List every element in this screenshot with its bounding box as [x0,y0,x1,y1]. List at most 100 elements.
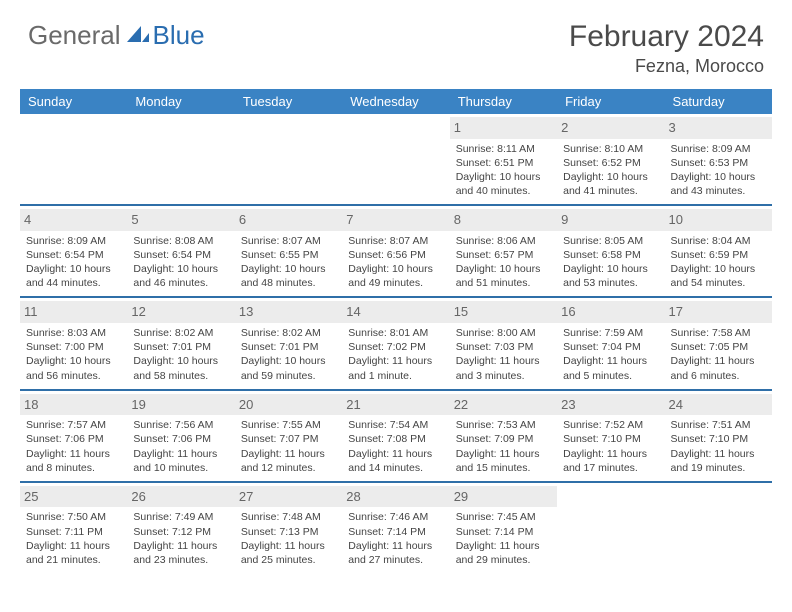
daylight-text: Daylight: 10 hours and 59 minutes. [241,354,336,382]
sunrise-text: Sunrise: 7:56 AM [133,418,228,432]
day-number: 13 [235,301,342,323]
daylight-text: Daylight: 10 hours and 54 minutes. [671,262,766,290]
sunrise-text: Sunrise: 8:07 AM [348,234,443,248]
daylight-text: Daylight: 11 hours and 15 minutes. [456,447,551,475]
sunset-text: Sunset: 7:11 PM [26,525,121,539]
daylight-text: Daylight: 10 hours and 58 minutes. [133,354,228,382]
day-cell: 16Sunrise: 7:59 AMSunset: 7:04 PMDayligh… [557,298,664,389]
day-cell: 25Sunrise: 7:50 AMSunset: 7:11 PMDayligh… [20,483,127,573]
sunrise-text: Sunrise: 8:01 AM [348,326,443,340]
sunrise-text: Sunrise: 8:02 AM [133,326,228,340]
sunset-text: Sunset: 7:13 PM [241,525,336,539]
daylight-text: Daylight: 11 hours and 6 minutes. [671,354,766,382]
day-number: 28 [342,486,449,508]
daylight-text: Daylight: 11 hours and 29 minutes. [456,539,551,567]
sunrise-text: Sunrise: 7:46 AM [348,510,443,524]
day-number: 9 [557,209,664,231]
day-cell: 9Sunrise: 8:05 AMSunset: 6:58 PMDaylight… [557,206,664,297]
daylight-text: Daylight: 10 hours and 44 minutes. [26,262,121,290]
sunset-text: Sunset: 7:07 PM [241,432,336,446]
sunset-text: Sunset: 7:03 PM [456,340,551,354]
day-cell: 19Sunrise: 7:56 AMSunset: 7:06 PMDayligh… [127,391,234,482]
sunset-text: Sunset: 7:14 PM [456,525,551,539]
sunrise-text: Sunrise: 8:05 AM [563,234,658,248]
week-row: 18Sunrise: 7:57 AMSunset: 7:06 PMDayligh… [20,391,772,482]
day-number: 12 [127,301,234,323]
day-cell: 12 Sunrise: 8:02 AMSunset: 7:01 PMDayligh… [127,298,234,389]
day-cell: 8Sunrise: 8:06 AMSunset: 6:57 PMDaylight… [450,206,557,297]
sunrise-text: Sunrise: 8:00 AM [456,326,551,340]
sunset-text: Sunset: 7:06 PM [133,432,228,446]
day-number: 2 [557,117,664,139]
daylight-text: Daylight: 10 hours and 46 minutes. [133,262,228,290]
weekday-header: Saturday [665,89,772,114]
sunrise-text: Sunrise: 8:02 AM [241,326,336,340]
sunrise-text: Sunrise: 8:09 AM [26,234,121,248]
weekday-header: Sunday [20,89,127,114]
sunset-text: Sunset: 6:53 PM [671,156,766,170]
sunrise-text: Sunrise: 7:55 AM [241,418,336,432]
sunrise-text: Sunrise: 8:04 AM [671,234,766,248]
sunset-text: Sunset: 7:12 PM [133,525,228,539]
day-cell: 11Sunrise: 8:03 AMSunset: 7:00 PMDayligh… [20,298,127,389]
sunrise-text: Sunrise: 7:52 AM [563,418,658,432]
location-label: Fezna, Morocco [569,56,764,77]
day-cell [20,114,127,205]
day-cell: 26Sunrise: 7:49 AMSunset: 7:12 PMDayligh… [127,483,234,573]
day-cell: 22Sunrise: 7:53 AMSunset: 7:09 PMDayligh… [450,391,557,482]
day-cell [665,483,772,573]
sunrise-text: Sunrise: 7:49 AM [133,510,228,524]
day-number: 25 [20,486,127,508]
weekday-header-row: SundayMondayTuesdayWednesdayThursdayFrid… [20,89,772,114]
day-number: 26 [127,486,234,508]
sunset-text: Sunset: 7:08 PM [348,432,443,446]
sunset-text: Sunset: 6:58 PM [563,248,658,262]
sunrise-text: Sunrise: 8:09 AM [671,142,766,156]
week-row: 11Sunrise: 8:03 AMSunset: 7:00 PMDayligh… [20,298,772,389]
logo: General Blue [28,20,205,51]
sunset-text: Sunset: 6:51 PM [456,156,551,170]
sunset-text: Sunset: 7:01 PM [133,340,228,354]
day-cell: 15Sunrise: 8:00 AMSunset: 7:03 PMDayligh… [450,298,557,389]
daylight-text: Daylight: 11 hours and 25 minutes. [241,539,336,567]
daylight-text: Daylight: 11 hours and 12 minutes. [241,447,336,475]
day-number: 1 [450,117,557,139]
day-cell: 29Sunrise: 7:45 AMSunset: 7:14 PMDayligh… [450,483,557,573]
sunset-text: Sunset: 7:02 PM [348,340,443,354]
day-cell: 3 Sunrise: 8:09 AMSunset: 6:53 PMDaylight… [665,114,772,205]
daylight-text: Daylight: 11 hours and 1 minute. [348,354,443,382]
day-cell: 24Sunrise: 7:51 AMSunset: 7:10 PMDayligh… [665,391,772,482]
day-cell [342,114,449,205]
day-cell: 2Sunrise: 8:10 AMSunset: 6:52 PMDaylight… [557,114,664,205]
day-number: 7 [342,209,449,231]
week-row: 1Sunrise: 8:11 AMSunset: 6:51 PMDaylight… [20,114,772,205]
daylight-text: Daylight: 11 hours and 17 minutes. [563,447,658,475]
day-number: 20 [235,394,342,416]
logo-sail-icon [127,20,149,51]
day-cell: 7Sunrise: 8:07 AMSunset: 6:56 PMDaylight… [342,206,449,297]
daylight-text: Daylight: 10 hours and 48 minutes. [241,262,336,290]
daylight-text: Daylight: 10 hours and 56 minutes. [26,354,121,382]
daylight-text: Daylight: 10 hours and 43 minutes. [671,170,766,198]
day-cell: 6Sunrise: 8:07 AMSunset: 6:55 PMDaylight… [235,206,342,297]
day-number: 3 [665,117,772,139]
day-number: 4 [20,209,127,231]
day-number: 17 [665,301,772,323]
sunset-text: Sunset: 6:55 PM [241,248,336,262]
daylight-text: Daylight: 10 hours and 49 minutes. [348,262,443,290]
sunrise-text: Sunrise: 8:07 AM [241,234,336,248]
day-cell: 4Sunrise: 8:09 AMSunset: 6:54 PMDaylight… [20,206,127,297]
sunset-text: Sunset: 7:14 PM [348,525,443,539]
sunrise-text: Sunrise: 7:57 AM [26,418,121,432]
day-number: 19 [127,394,234,416]
sunrise-text: Sunrise: 7:45 AM [456,510,551,524]
sunrise-text: Sunrise: 7:59 AM [563,326,658,340]
day-number: 14 [342,301,449,323]
sunset-text: Sunset: 7:10 PM [563,432,658,446]
daylight-text: Daylight: 10 hours and 40 minutes. [456,170,551,198]
day-number: 5 [127,209,234,231]
day-number: 21 [342,394,449,416]
weekday-header: Monday [127,89,234,114]
daylight-text: Daylight: 11 hours and 8 minutes. [26,447,121,475]
day-cell: 20 Sunrise: 7:55 AMSunset: 7:07 PMDayligh… [235,391,342,482]
